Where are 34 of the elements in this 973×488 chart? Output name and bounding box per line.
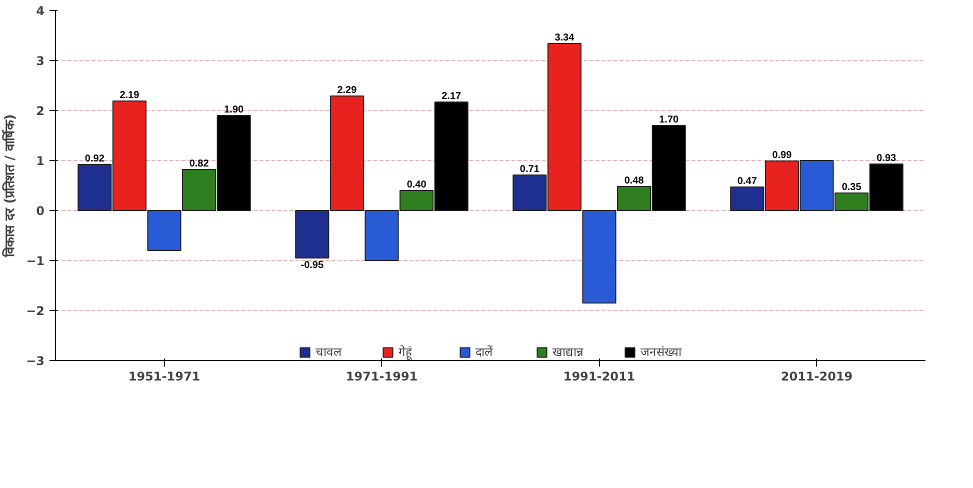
y-tick-label: 4 <box>36 4 45 18</box>
data-label: 0.71 <box>520 164 540 175</box>
data-label: 2.29 <box>337 85 358 96</box>
data-label: 0.99 <box>772 150 792 161</box>
data-label: 0.40 <box>406 180 427 190</box>
data-label: 2.19 <box>120 90 140 101</box>
legend-label: चावल <box>316 344 342 360</box>
y-tick-label: 3 <box>36 54 45 68</box>
y-tick-label: 0 <box>36 204 45 218</box>
data-label: 0.47 <box>737 176 758 187</box>
x-tick-label: 1971-1991 <box>346 370 418 384</box>
legend-label: खाद्यान्न <box>552 344 584 360</box>
legend-label: दालें <box>476 344 494 360</box>
y-tick-label: 2 <box>36 104 45 118</box>
y-tick-label: −2 <box>26 304 44 318</box>
data-label: 1.70 <box>659 114 680 126</box>
y-tick-label: 1 <box>36 154 45 168</box>
x-tick-label: 1951-1971 <box>128 370 200 384</box>
data-label: 0.35 <box>842 182 862 193</box>
legend-label: जनसंख्या <box>640 344 682 360</box>
legend-label: गेहूं <box>398 344 414 360</box>
y-axis-title: विकास दर (प्रतिशत / वार्षिक) <box>2 114 18 258</box>
x-tick-label: 2011-2019 <box>780 370 853 384</box>
data-label: 3.34 <box>554 32 575 44</box>
data-label: -0.95 <box>300 260 324 271</box>
y-tick-label: −3 <box>26 354 44 368</box>
data-label: 0.93 <box>876 153 897 164</box>
x-tick-label: 1991-2011 <box>563 370 636 384</box>
data-label: 0.48 <box>624 176 644 186</box>
data-label: 1.90 <box>224 104 244 116</box>
y-tick-label: −1 <box>26 254 44 268</box>
data-label: 2.17 <box>442 91 462 102</box>
data-label: 0.92 <box>84 154 105 164</box>
data-label: 0.82 <box>189 158 210 170</box>
